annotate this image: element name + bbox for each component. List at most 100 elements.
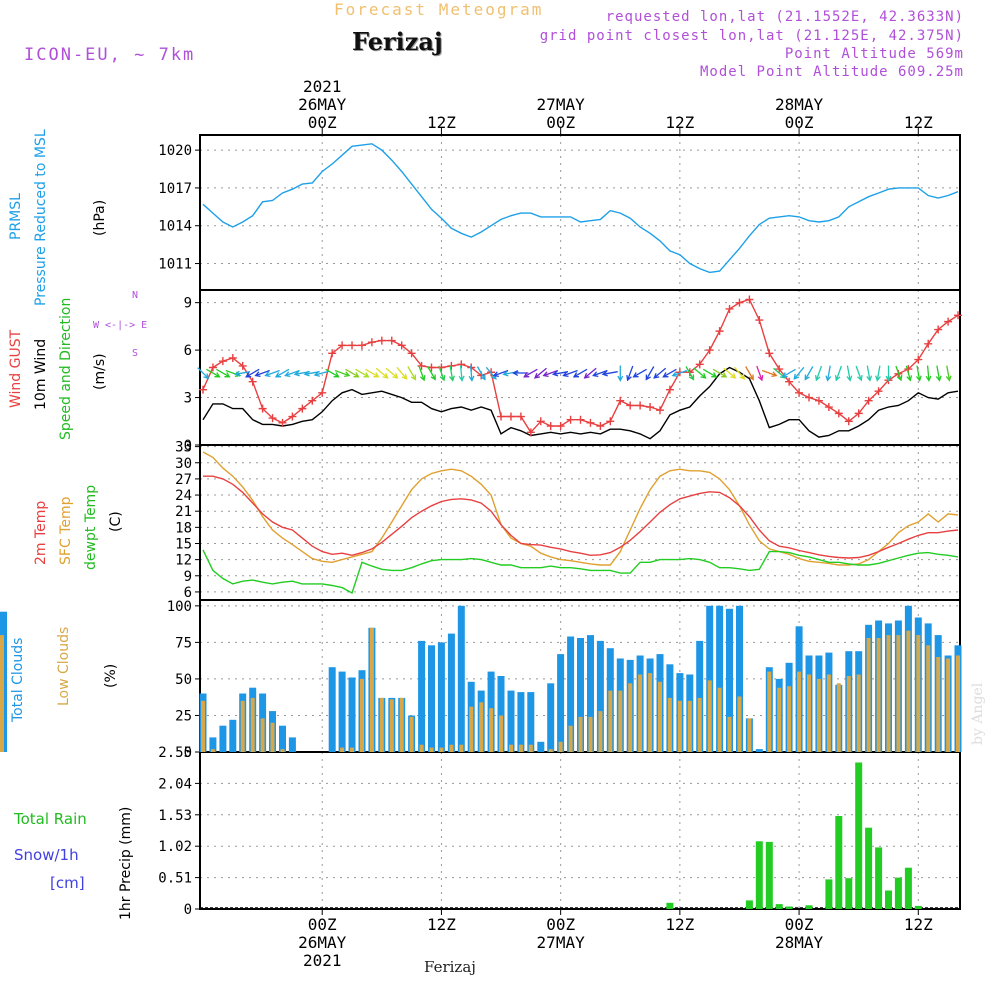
wind-gust-marker (407, 349, 416, 358)
wind-direction-arrow (915, 365, 922, 382)
rain-bar (785, 906, 793, 909)
total-cloud-bar (209, 737, 217, 752)
wind-direction-arrow (334, 369, 351, 378)
low-cloud-bar (807, 674, 811, 752)
model-label: ICON-EU, ~ 7km (24, 45, 196, 65)
temperature-ytick-label: 21 (175, 504, 192, 520)
pressure-series-line (202, 143, 959, 274)
wind-gust-marker (834, 409, 843, 418)
wind-gust-marker (199, 385, 207, 394)
wind-direction-arrow (645, 366, 655, 381)
low-cloud-bar (598, 711, 603, 752)
wind-direction-arrow (793, 366, 805, 380)
low-cloud-bar (479, 702, 484, 752)
rain-bar (666, 902, 674, 909)
wind-direction-arrow (345, 368, 360, 378)
low-cloud-bar (528, 744, 533, 752)
low-cloud-bar (558, 741, 563, 752)
snow-legend: Snow/1h (14, 846, 79, 864)
wind-direction-arrow (875, 365, 881, 382)
wind-gust-marker (417, 361, 426, 370)
total-cloud-bar (348, 677, 356, 752)
rain-bar (845, 878, 853, 909)
wind-direction-arrow (264, 369, 280, 378)
bottom-time-label: 12Z (427, 915, 456, 934)
sfc-temp-series-line (202, 451, 959, 566)
low-cloud-bar (439, 747, 444, 752)
compass-south: S (132, 348, 139, 359)
low-cloud-bar (618, 690, 623, 752)
wind-direction-arrow (885, 365, 892, 382)
low-cloud-bar (906, 630, 911, 752)
wind-gust-marker (874, 387, 883, 396)
total-cloud-bar (517, 692, 525, 752)
wind-direction-arrow (781, 368, 796, 378)
wind-direction-arrow (206, 368, 221, 378)
wind-ytick-label: 6 (184, 343, 192, 359)
wind-gust-marker (914, 355, 923, 364)
wind-gust-marker (566, 415, 575, 424)
total-cloud-bar (497, 676, 505, 752)
wind-gust-marker (824, 403, 833, 412)
clouds-ytick-label: 75 (175, 635, 192, 651)
wind-direction-arrow (905, 365, 913, 382)
compass-north: N (132, 290, 139, 301)
low-cloud-bar (826, 674, 831, 752)
total-cloud-bar (557, 654, 565, 752)
wind-direction-arrow (468, 365, 475, 382)
wind-direction-arrow (945, 365, 952, 382)
temperature-ytick-label: 12 (175, 553, 192, 569)
low-cloud-bar (836, 683, 841, 752)
low-cloud-bar (737, 696, 742, 752)
wind-gust-marker (556, 422, 565, 431)
low-cloud-bar (588, 716, 593, 752)
wind-direction-arrow (693, 367, 707, 379)
total-cloud-bar (716, 605, 724, 752)
wind-ytick-label: 0 (184, 438, 192, 454)
wind-direction-arrow (216, 368, 231, 378)
rain-bar (855, 762, 863, 909)
wind-gust-marker (397, 341, 406, 350)
precip-ytick-label: 1.02 (158, 839, 192, 855)
wind-direction-arrow (814, 365, 823, 382)
wind-gust-marker (447, 361, 456, 370)
low-cloud-bar (946, 658, 951, 752)
wind-direction-arrow (284, 369, 300, 378)
total-cloud-bar (219, 725, 227, 752)
wind-gust-marker (278, 418, 287, 427)
total-cloud-bar (726, 608, 733, 752)
low-cloud-bar (747, 718, 752, 752)
precip-ytick-label: 2.55 (158, 745, 192, 761)
low-cloud-bar (727, 716, 732, 752)
wind-gust-marker (864, 396, 873, 405)
wind-direction-arrow (825, 365, 832, 382)
low-cloud-bar (270, 722, 275, 752)
low-cloud-bar (499, 715, 503, 752)
temperature-ytick-label: 6 (184, 585, 192, 601)
low-cloud-bar (697, 697, 702, 752)
wind-gust-marker (536, 417, 545, 426)
wind-gust-marker (844, 417, 853, 426)
wind-gust-marker (954, 311, 963, 320)
low-cloud-bar (360, 678, 364, 752)
wind-gust-marker (586, 418, 595, 427)
wind-gust-marker (755, 316, 764, 325)
low-cloud-bar (210, 749, 215, 752)
precip-ytick-label: 0 (184, 902, 192, 918)
clouds-ytick-label: 25 (175, 708, 192, 724)
bottom-time-label: 00Z (546, 915, 575, 934)
low-cloud-bar (866, 638, 871, 752)
low-cloud-bar (816, 678, 821, 752)
wind-direction-arrow (671, 369, 688, 378)
temperature-ytick-label: 27 (175, 472, 192, 488)
temp-2m-series-line (203, 475, 959, 559)
wind-gust-marker (348, 341, 357, 350)
low-cloud-bar (648, 673, 653, 752)
low-cloud-bar (240, 700, 245, 752)
wind-gust-marker (616, 396, 625, 405)
wind-gust-marker (338, 341, 347, 350)
low-cloud-bar (886, 635, 891, 752)
temperature-panel-frame (199, 444, 961, 601)
wind-direction-arrow (734, 366, 746, 380)
